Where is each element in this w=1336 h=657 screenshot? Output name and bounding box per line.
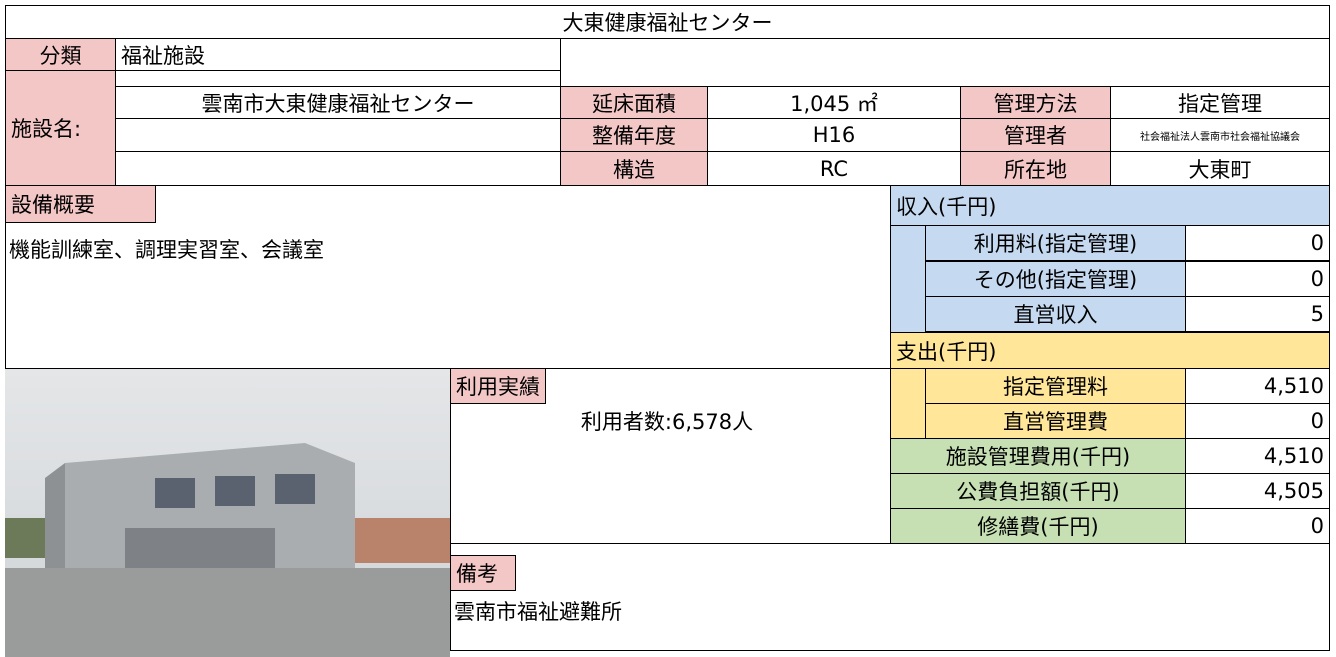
management_method-label: 管理方法: [960, 86, 1111, 119]
classification-label: 分類: [5, 38, 116, 71]
facility-name: 雲南市大東健康福祉センター: [115, 86, 561, 119]
total-value: 4,505: [1185, 473, 1330, 509]
manager-value: 社会福祉法人雲南市社会福祉協議会: [1110, 118, 1330, 152]
expense-label: 指定管理料: [925, 368, 1186, 404]
expense-label: 直営管理費: [925, 403, 1186, 439]
equipment-text: 機能訓練室、調理実習室、会議室: [9, 238, 324, 262]
expense-header: 支出(千円): [890, 332, 1330, 369]
remarks-text: 雲南市福祉避難所: [454, 600, 622, 624]
income-header: 収入(千円): [890, 185, 1330, 226]
income-label: 利用料(指定管理): [925, 225, 1186, 261]
blank-cell: [115, 151, 561, 186]
total-value: 0: [1185, 508, 1330, 544]
usage-text: 利用者数:6,578人: [580, 410, 754, 434]
income-label: 直営収入: [925, 296, 1186, 333]
total-label: 施設管理費用(千円): [890, 438, 1186, 474]
income-value: 0: [1185, 260, 1330, 297]
manager-label: 管理者: [960, 118, 1111, 152]
expense-value: 4,510: [1185, 368, 1330, 404]
structure-label: 構造: [560, 151, 708, 186]
expense-strip: [890, 368, 926, 439]
equipment-label: 設備概要: [5, 185, 156, 223]
year-label: 整備年度: [560, 118, 708, 152]
total-label: 修繕費(千円): [890, 508, 1186, 544]
income-value: 0: [1185, 225, 1330, 261]
blank-cell: [560, 38, 1330, 87]
usage-label: 利用実績: [450, 368, 546, 404]
income-value: 5: [1185, 296, 1330, 333]
classification-value: 福祉施設: [115, 38, 561, 71]
year-value: H16: [707, 118, 961, 152]
structure-value: RC: [707, 151, 961, 186]
floor_area-value: 1,045 ㎡: [707, 86, 961, 119]
expense-value: 0: [1185, 403, 1330, 439]
remarks-box: [450, 543, 1330, 651]
income-label: その他(指定管理): [925, 260, 1186, 297]
total-value: 4,510: [1185, 438, 1330, 474]
blank-cell: [115, 118, 561, 152]
management_method-value: 指定管理: [1110, 86, 1330, 119]
income-strip: [890, 225, 926, 333]
blank-cell: [115, 70, 561, 87]
title: 大東健康福祉センター: [5, 5, 1330, 39]
location-value: 大東町: [1110, 151, 1330, 186]
location-label: 所在地: [960, 151, 1111, 186]
facility-photo: [5, 368, 450, 657]
total-label: 公費負担額(千円): [890, 473, 1186, 509]
facility-label: 施設名:: [5, 70, 116, 186]
floor_area-label: 延床面積: [560, 86, 708, 119]
remarks-label: 備考: [450, 555, 516, 591]
